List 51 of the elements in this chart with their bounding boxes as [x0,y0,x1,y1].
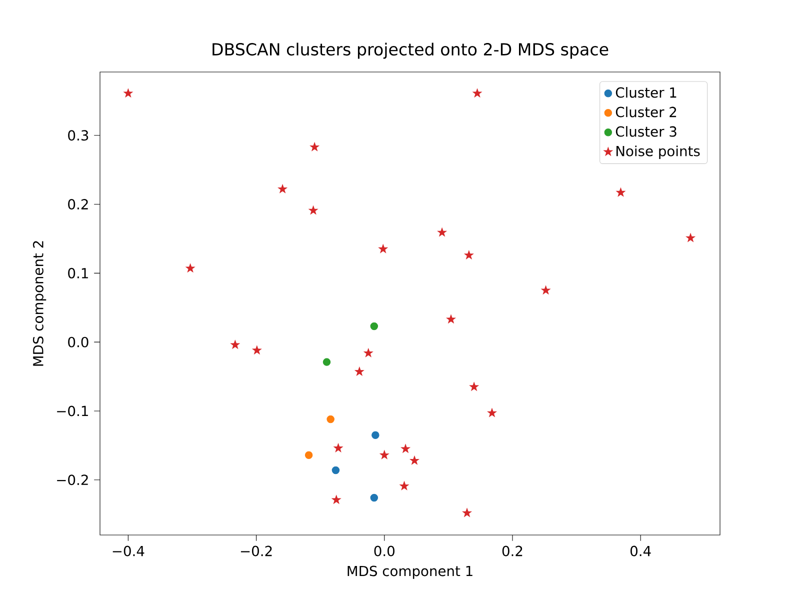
y-tick-label: −0.1 [57,406,88,416]
point [370,494,378,502]
x-axis-title: MDS component 1 [348,566,472,579]
point [616,188,626,196]
legend-label: Cluster 3 [616,126,676,137]
point [470,382,479,391]
point [326,415,334,424]
point [380,450,389,459]
y-axis-title: MDS component 2 [32,241,46,366]
legend-label: Cluster 1 [616,87,676,98]
point [472,88,482,98]
y-tick-label: 0.0 [68,336,88,348]
point [464,250,474,260]
point [400,481,409,490]
y-tick-label: 0.3 [68,130,88,141]
point [334,443,343,452]
point [278,184,288,193]
point [304,451,313,459]
point [462,508,472,517]
point [308,206,318,214]
point [186,264,195,272]
point [354,367,364,376]
point [364,348,373,357]
point [438,228,447,236]
point [310,142,320,151]
x-tick-label: −0.4 [112,546,144,556]
legend-label: Noise points [616,146,700,159]
point [332,466,340,474]
y-tick-label: 0.1 [68,268,88,278]
legend-label: Cluster 2 [616,106,676,118]
x-tick-label: 0.4 [630,546,651,556]
point [378,244,388,253]
point [252,346,262,354]
point [410,456,419,464]
point [124,88,133,98]
y-tick-label: −0.2 [57,474,88,486]
point [372,431,380,439]
y-tick-label: 0.2 [68,199,88,210]
point [686,233,696,242]
point [322,358,331,366]
x-tick-label: 0.2 [502,546,522,556]
x-tick-label: −0.2 [240,546,272,556]
x-tick-label: 0.0 [374,546,394,556]
point [332,495,341,504]
point [541,286,550,294]
point [401,444,410,453]
chart-title: DBSCAN clusters projected onto 2-D MDS space [212,42,608,59]
point [488,408,496,417]
point [370,322,378,330]
point [446,314,456,324]
point [230,340,240,349]
